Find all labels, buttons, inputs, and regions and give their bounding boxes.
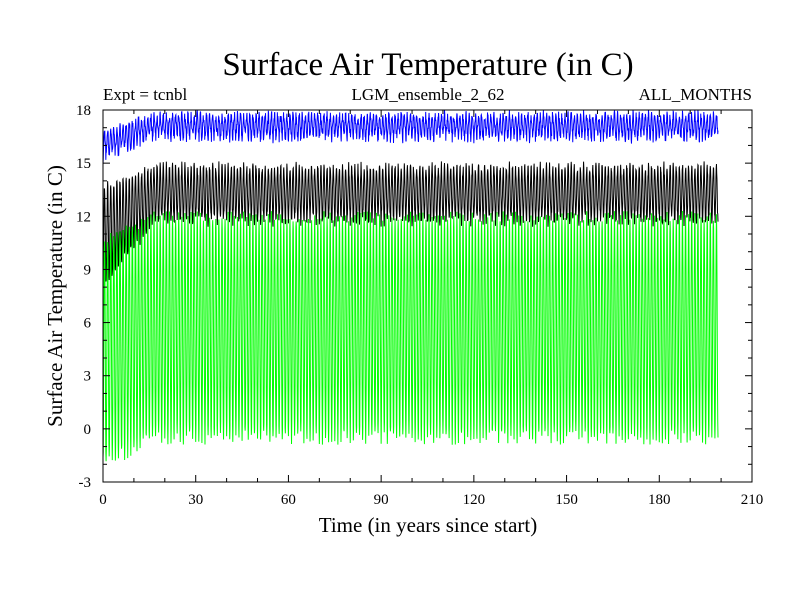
y-tick-label: 9 [84,262,92,278]
x-tick-label: 0 [99,492,107,508]
y-tick-label: 15 [76,156,91,172]
y-tick-label: -3 [79,475,92,491]
x-tick-label: 30 [188,492,203,508]
x-tick-label: 120 [463,492,486,508]
x-tick-label: 150 [555,492,578,508]
y-tick-label: 3 [84,369,92,385]
chart-title: Surface Air Temperature (in C) [222,47,633,83]
y-tick-label: 6 [84,316,92,332]
subtitle-left: Expt = tcnbl [103,85,187,104]
series-layer [102,109,719,462]
x-tick-label: 210 [741,492,764,508]
y-tick-label: 0 [84,422,92,438]
series-line-1 [102,161,719,295]
y-tick-label: 18 [76,103,91,119]
y-tick-label: 12 [76,209,91,225]
x-axis-label: Time (in years since start) [319,513,538,537]
x-tick-label: 90 [374,492,389,508]
subtitle-right: ALL_MONTHS [639,85,752,104]
x-tick-label: 180 [648,492,671,508]
y-axis-label: Surface Air Temperature (in C) [43,165,67,427]
series-line-2 [102,210,719,462]
series-line-0 [102,109,719,165]
subtitle-center: LGM_ensemble_2_62 [352,85,505,104]
plot-frame [102,109,753,483]
x-tick-label: 60 [281,492,296,508]
axis-layer: 0 30 60 90 120 150 180 210 -3 0 3 6 9 12 15 18 [76,103,763,508]
